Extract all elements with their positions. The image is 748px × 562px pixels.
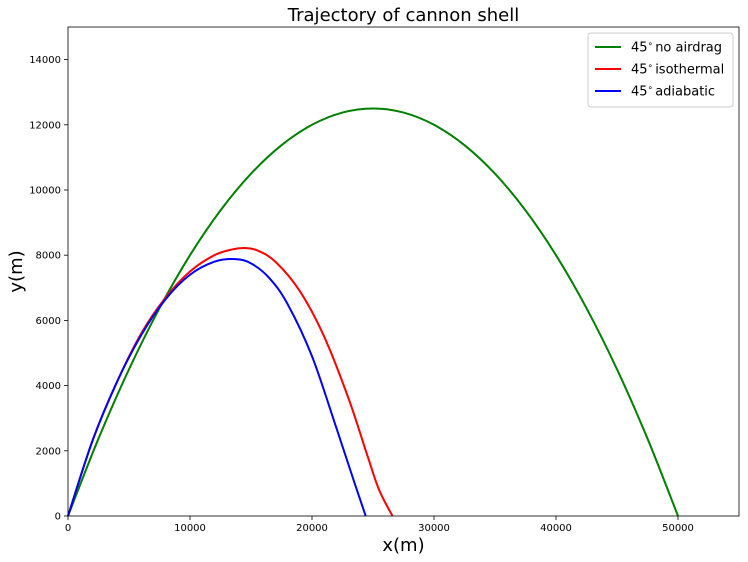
legend: 45∘ no airdrag 45∘ isothermal 45∘ adiabatic	[587, 32, 734, 108]
y-tick-label: 0	[55, 512, 61, 523]
plot-area	[67, 26, 740, 517]
legend-box	[587, 32, 734, 108]
series-layer	[67, 107, 679, 517]
y-tick-label: 12000	[29, 120, 61, 131]
y-axis-title: y(m)	[6, 250, 27, 292]
x-tick-label: 30000	[418, 523, 450, 534]
y-axis: 0 2000 4000 6000 8000 10000 12000 14000	[29, 55, 68, 523]
series-line-0	[67, 107, 679, 517]
y-tick-label: 2000	[36, 446, 61, 457]
y-tick-label: 10000	[29, 186, 61, 197]
x-tick-label: 10000	[174, 523, 206, 534]
chart-title: Trajectory of cannon shell	[287, 5, 519, 26]
legend-label: 45∘ no airdrag	[631, 40, 722, 56]
legend-item: 45∘ adiabatic	[595, 84, 715, 100]
x-axis: 0 10000 20000 30000 40000 50000	[65, 516, 694, 534]
x-tick-label: 40000	[540, 523, 572, 534]
series-line-2	[67, 258, 367, 517]
y-tick-label: 6000	[36, 316, 61, 327]
x-tick-label: 20000	[296, 523, 328, 534]
plot-frame	[67, 26, 740, 517]
x-axis-title: x(m)	[382, 535, 424, 556]
y-tick-label: 14000	[29, 55, 61, 66]
legend-item: 45∘ isothermal	[595, 62, 724, 78]
y-tick-label: 4000	[36, 381, 61, 392]
x-tick-label: 50000	[662, 523, 694, 534]
y-tick-label: 8000	[36, 251, 61, 262]
x-tick-label: 0	[65, 523, 71, 534]
legend-item: 45∘ no airdrag	[595, 40, 722, 56]
legend-label: 45∘ isothermal	[631, 62, 724, 78]
legend-label: 45∘ adiabatic	[631, 84, 715, 100]
